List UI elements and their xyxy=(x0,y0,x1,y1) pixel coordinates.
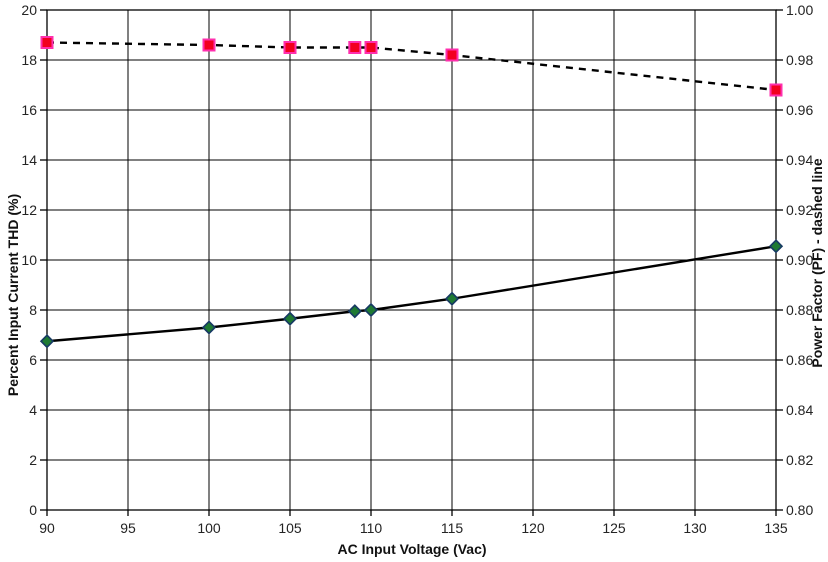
pf-marker-square xyxy=(364,41,378,54)
x-tick-label: 95 xyxy=(120,520,136,536)
x-tick-label: 105 xyxy=(278,520,302,536)
left-tick-label: 0 xyxy=(29,502,37,518)
left-tick-label: 6 xyxy=(29,352,37,368)
pf-marker-square xyxy=(202,38,216,52)
x-tick-label: 125 xyxy=(602,520,626,536)
thd-marker-diamond xyxy=(39,334,55,349)
x-tick-label: 90 xyxy=(39,520,55,536)
pf-marker-square xyxy=(283,41,297,54)
right-tick-label: 0.80 xyxy=(786,502,813,518)
left-tick-label: 2 xyxy=(29,452,37,468)
left-tick-label: 14 xyxy=(21,152,37,168)
thd-marker-diamond xyxy=(347,304,362,319)
right-tick-label: 0.82 xyxy=(786,452,813,468)
x-tick-label: 135 xyxy=(764,520,788,536)
x-tick-label: 120 xyxy=(521,520,545,536)
left-tick-label: 10 xyxy=(21,252,37,268)
x-tick-label: 130 xyxy=(683,520,707,536)
thd-marker-diamond xyxy=(201,320,217,335)
right-tick-label: 0.92 xyxy=(786,202,813,218)
left-tick-label: 16 xyxy=(21,102,37,118)
right-tick-label: 0.86 xyxy=(786,352,813,368)
right-tick-label: 0.94 xyxy=(786,152,813,168)
thd-marker-diamond xyxy=(282,311,298,326)
right-tick-label: 1.00 xyxy=(786,2,813,18)
left-tick-label: 12 xyxy=(21,202,37,218)
x-tick-label: 110 xyxy=(360,520,383,536)
left-tick-label: 20 xyxy=(21,2,37,18)
right-tick-label: 0.90 xyxy=(786,252,813,268)
x-tick-label: 115 xyxy=(441,520,464,536)
right-tick-label: 0.98 xyxy=(786,52,813,68)
left-tick-label: 4 xyxy=(29,402,37,418)
x-tick-label: 100 xyxy=(197,520,221,536)
pf-marker-square xyxy=(348,41,362,54)
thd-marker-diamond xyxy=(768,239,784,254)
pf-marker-square xyxy=(40,36,54,49)
left-tick-label: 18 xyxy=(21,52,37,68)
pf-line xyxy=(46,41,777,92)
right-tick-label: 0.84 xyxy=(786,402,813,418)
y-axis-title-left: Percent Input Current THD (%) xyxy=(5,193,21,397)
right-tick-label: 0.88 xyxy=(786,302,813,318)
pf-marker-square xyxy=(445,48,459,62)
right-tick-label: 0.96 xyxy=(786,102,813,118)
y-axis-title-right: Power Factor (PF) - dashed line xyxy=(809,158,825,368)
pf-marker-square xyxy=(769,83,783,97)
thd-marker-diamond xyxy=(363,302,379,318)
x-axis-title: AC Input Voltage (Vac) xyxy=(337,541,487,557)
left-tick-label: 8 xyxy=(29,302,37,318)
thd-marker-diamond xyxy=(444,291,460,306)
